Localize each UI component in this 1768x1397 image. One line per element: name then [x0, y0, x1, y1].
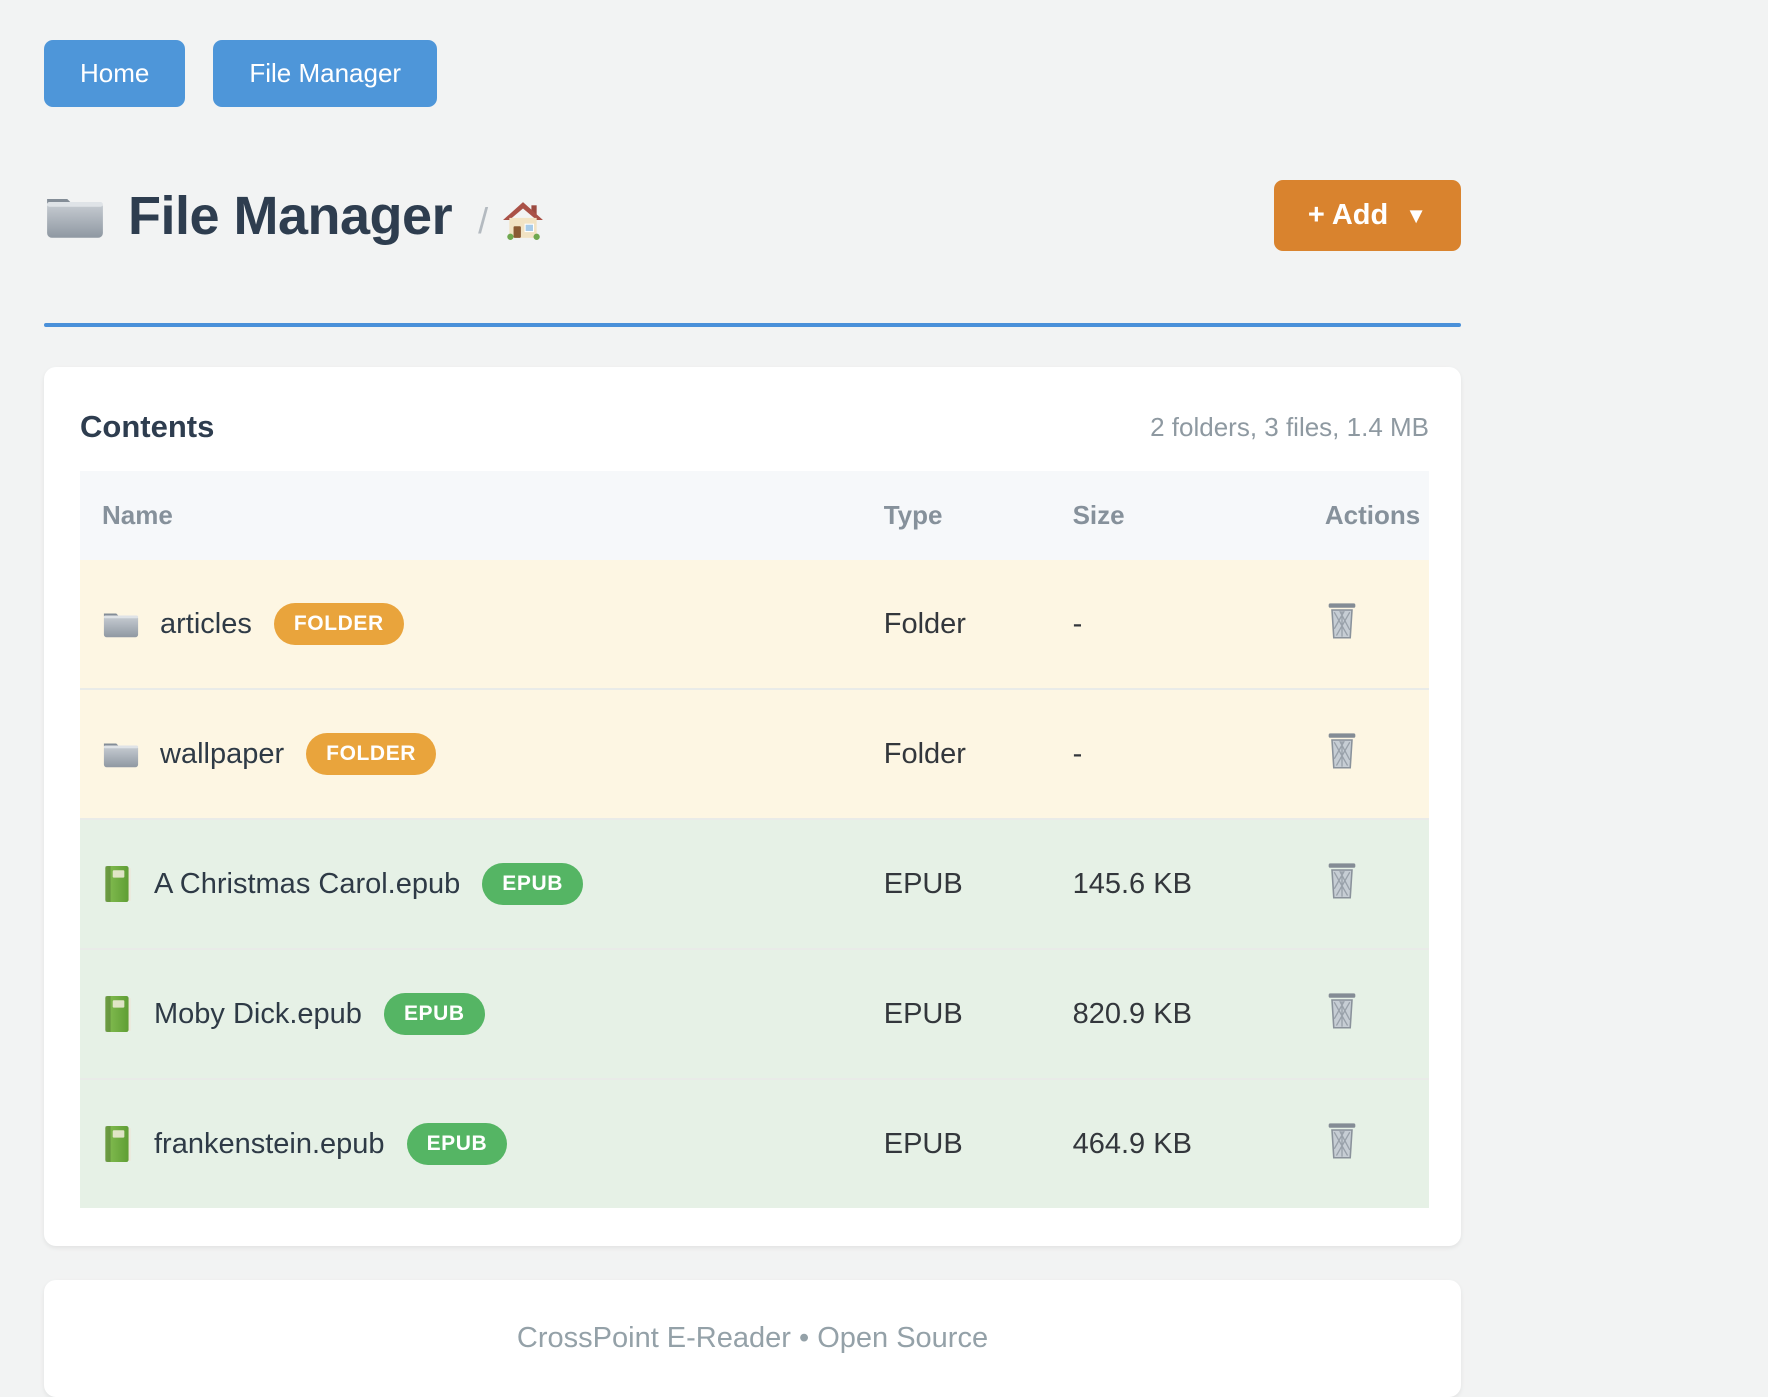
- table-header-row: Name Type Size Actions: [80, 471, 1429, 560]
- table-row: frankenstein.epub EPUB EPUB 464.9 KB: [80, 1079, 1429, 1208]
- folder-badge: FOLDER: [306, 733, 437, 775]
- folder-icon: [102, 738, 140, 770]
- trash-icon: [1325, 860, 1359, 900]
- file-name[interactable]: wallpaper: [160, 737, 285, 770]
- file-name[interactable]: Moby Dick.epub: [154, 997, 362, 1030]
- file-name[interactable]: frankenstein.epub: [154, 1127, 385, 1160]
- home-button[interactable]: Home: [44, 40, 186, 107]
- file-size: -: [1072, 607, 1083, 640]
- chevron-down-icon: ▼: [1405, 202, 1427, 228]
- trash-icon: [1325, 990, 1359, 1030]
- table-row: Moby Dick.epub EPUB EPUB 820.9 KB: [80, 949, 1429, 1079]
- epub-badge: EPUB: [406, 1123, 508, 1165]
- trash-icon: [1325, 1120, 1359, 1160]
- contents-summary: 2 folders, 3 files, 1.4 MB: [1150, 411, 1429, 442]
- file-type: EPUB: [883, 1127, 963, 1160]
- column-header-actions: Actions: [1300, 471, 1429, 560]
- file-manager-button[interactable]: File Manager: [213, 40, 438, 107]
- contents-card: Contents 2 folders, 3 files, 1.4 MB Name…: [44, 367, 1461, 1246]
- green-book-icon: [102, 1125, 134, 1163]
- title-divider: [44, 323, 1461, 327]
- table-row: articles FOLDER Folder -: [80, 560, 1429, 689]
- contents-heading: Contents: [80, 409, 215, 444]
- file-table: Name Type Size Actions articles FOLDER F…: [80, 471, 1429, 1208]
- file-type: Folder: [883, 607, 966, 640]
- epub-badge: EPUB: [482, 863, 583, 905]
- page: Home File Manager File Manager / + Add ▼…: [44, 0, 1461, 1397]
- delete-button[interactable]: [1325, 1120, 1359, 1160]
- page-title: File Manager: [128, 185, 453, 246]
- delete-button[interactable]: [1325, 730, 1359, 770]
- top-nav: Home File Manager: [44, 40, 1461, 107]
- delete-button[interactable]: [1325, 600, 1359, 640]
- folder-badge: FOLDER: [273, 603, 404, 645]
- column-header-size: Size: [1048, 471, 1301, 560]
- home-icon[interactable]: [502, 200, 544, 240]
- file-size: 145.6 KB: [1072, 867, 1192, 900]
- trash-icon: [1325, 730, 1359, 770]
- trash-icon: [1325, 600, 1359, 640]
- table-row: wallpaper FOLDER Folder -: [80, 689, 1429, 819]
- delete-button[interactable]: [1325, 990, 1359, 1030]
- breadcrumb: File Manager /: [44, 185, 544, 247]
- green-book-icon: [102, 995, 134, 1033]
- breadcrumb-separator: /: [478, 199, 489, 241]
- epub-badge: EPUB: [383, 993, 485, 1035]
- green-book-icon: [102, 865, 134, 903]
- file-type: EPUB: [883, 867, 963, 900]
- file-size: 464.9 KB: [1072, 1127, 1192, 1160]
- column-header-type: Type: [859, 471, 1049, 560]
- file-size: 820.9 KB: [1072, 997, 1192, 1030]
- file-type: Folder: [883, 737, 966, 770]
- add-button[interactable]: + Add ▼: [1273, 180, 1461, 251]
- file-name[interactable]: articles: [160, 607, 252, 640]
- file-size: -: [1072, 737, 1083, 770]
- column-header-name: Name: [80, 471, 860, 560]
- add-button-label: + Add: [1307, 199, 1389, 231]
- footer-card: CrossPoint E-Reader • Open Source: [44, 1280, 1461, 1397]
- file-type: EPUB: [883, 997, 963, 1030]
- folder-icon: [44, 191, 106, 241]
- file-name[interactable]: A Christmas Carol.epub: [154, 867, 461, 900]
- page-header: File Manager / + Add ▼: [44, 180, 1461, 251]
- folder-icon: [102, 608, 140, 640]
- delete-button[interactable]: [1325, 860, 1359, 900]
- footer-text: CrossPoint E-Reader • Open Source: [516, 1322, 989, 1354]
- table-row: A Christmas Carol.epub EPUB EPUB 145.6 K…: [80, 819, 1429, 949]
